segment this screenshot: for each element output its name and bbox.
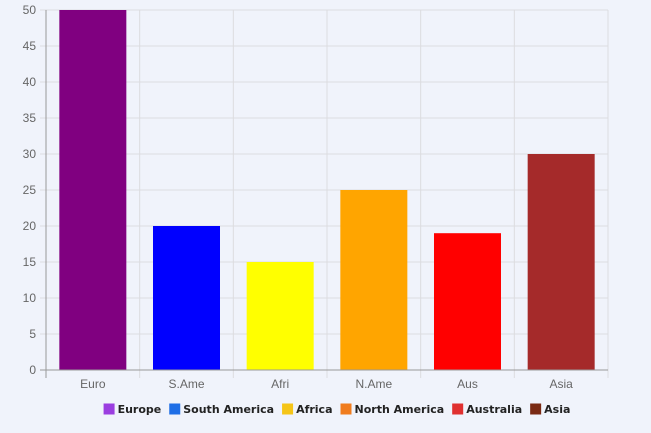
x-tick-label: Aus: [457, 377, 478, 391]
y-tick-label: 20: [23, 219, 37, 233]
y-tick-label: 25: [23, 183, 37, 197]
bars: [59, 10, 595, 370]
bar-aus: [434, 233, 501, 370]
y-axis-ticks: 0 5 10 15 20 25 30 35 40 45 50: [23, 3, 37, 377]
bar-same: [153, 226, 220, 370]
bar-afri: [246, 262, 314, 370]
x-tick-label: Afri: [271, 377, 289, 391]
x-tick-label: S.Ame: [168, 377, 204, 391]
legend-label: South America: [183, 403, 274, 416]
legend-label: Asia: [544, 403, 570, 416]
y-tick-label: 10: [23, 291, 37, 305]
legend-swatch: [169, 403, 181, 415]
legend-item-europe[interactable]: Europe: [103, 403, 162, 416]
y-tick-label: 45: [23, 39, 37, 53]
legend-item-north-america[interactable]: North America: [340, 403, 445, 416]
legend-swatch: [452, 403, 464, 415]
x-tick-label: Asia: [549, 377, 573, 391]
bar-asia: [527, 154, 595, 370]
x-tick-label: Euro: [80, 377, 106, 391]
legend: Europe South America Africa North America Au…: [103, 403, 570, 416]
legend-label: Australia: [466, 403, 522, 416]
bar-euro: [59, 10, 127, 370]
legend-swatch: [340, 403, 352, 415]
x-axis-ticks: Euro S.Ame Afri N.Ame Aus Asia: [80, 377, 573, 391]
legend-label: Europe: [118, 403, 162, 416]
y-tick-label: 0: [29, 363, 36, 377]
y-tick-label: 35: [23, 111, 37, 125]
legend-item-africa[interactable]: Africa: [282, 403, 333, 416]
y-tick-label: 5: [29, 327, 36, 341]
legend-item-asia[interactable]: Asia: [530, 403, 570, 416]
legend-item-south-america[interactable]: South America: [169, 403, 274, 416]
y-tick-label: 15: [23, 255, 37, 269]
legend-swatch: [530, 403, 542, 415]
legend-item-australia[interactable]: Australia: [452, 403, 522, 416]
legend-label: North America: [355, 403, 445, 416]
x-tick-label: N.Ame: [355, 377, 392, 391]
bar-name: [340, 190, 408, 370]
y-tick-label: 50: [23, 3, 37, 17]
legend-swatch: [103, 403, 115, 415]
grid-lines: [40, 9, 609, 378]
legend-swatch: [282, 403, 294, 415]
y-tick-label: 40: [23, 75, 37, 89]
y-tick-label: 30: [23, 147, 37, 161]
legend-label: Africa: [296, 403, 332, 416]
